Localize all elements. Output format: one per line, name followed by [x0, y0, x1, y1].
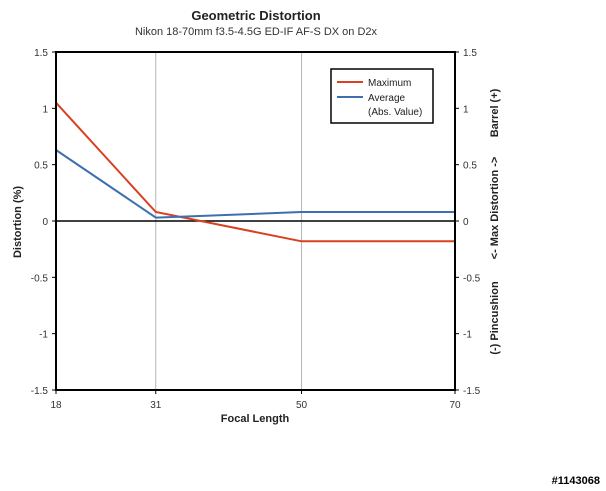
y-tick-right-label: 0.5: [463, 161, 477, 172]
y-tick-right-label: 1: [463, 104, 469, 115]
x-tick-label: 31: [150, 400, 162, 411]
x-tick-label: 70: [449, 400, 461, 411]
x-tick-label: 18: [50, 400, 62, 411]
x-tick-label: 50: [296, 400, 308, 411]
y-axis-label: Distortion (%): [12, 186, 24, 258]
y-axis-left: -1.5 -1 -0.5 0 0.5 1 1.5: [31, 48, 56, 397]
y-tick-left-label: -1: [39, 330, 48, 341]
x-axis: 18 31 50 70: [50, 390, 461, 411]
legend-label-average-note: (Abs. Value): [368, 107, 422, 118]
series-group: [55, 102, 455, 243]
y-tick-right-label: -0.5: [463, 273, 481, 284]
y-tick-left-label: -1.5: [31, 386, 49, 397]
chart-subtitle: Nikon 18-70mm f3.5-4.5G ED-IF AF-S DX on…: [135, 26, 378, 38]
y-axis-right: -1.5 -1 -0.5 0 0.5 1 1.5: [455, 48, 481, 397]
right-label-top: Barrel (+): [489, 88, 501, 137]
series-line-average: [55, 149, 455, 219]
y-tick-left-label: 1: [42, 104, 48, 115]
y-tick-left-label: 0.5: [34, 161, 48, 172]
legend-label-maximum: Maximum: [368, 78, 411, 89]
right-label-bottom: (-) Pincushion: [489, 281, 501, 355]
y-tick-left-label: 0: [42, 217, 48, 228]
series-line-maximum: [55, 102, 455, 243]
y-tick-left-label: 1.5: [34, 48, 48, 59]
legend-label-average: Average: [368, 93, 406, 104]
right-label-middle: <- Max Distortion ->: [489, 157, 501, 260]
y-tick-right-label: 1.5: [463, 48, 477, 59]
legend: Maximum Average (Abs. Value): [330, 68, 434, 124]
watermark: #1143068: [551, 475, 600, 487]
y-tick-right-label: -1: [463, 330, 472, 341]
x-axis-label: Focal Length: [221, 413, 290, 425]
y-tick-right-label: 0: [463, 217, 469, 228]
y-tick-left-label: -0.5: [31, 273, 49, 284]
y-tick-right-label: -1.5: [463, 386, 481, 397]
chart-title: Geometric Distortion: [191, 8, 320, 23]
